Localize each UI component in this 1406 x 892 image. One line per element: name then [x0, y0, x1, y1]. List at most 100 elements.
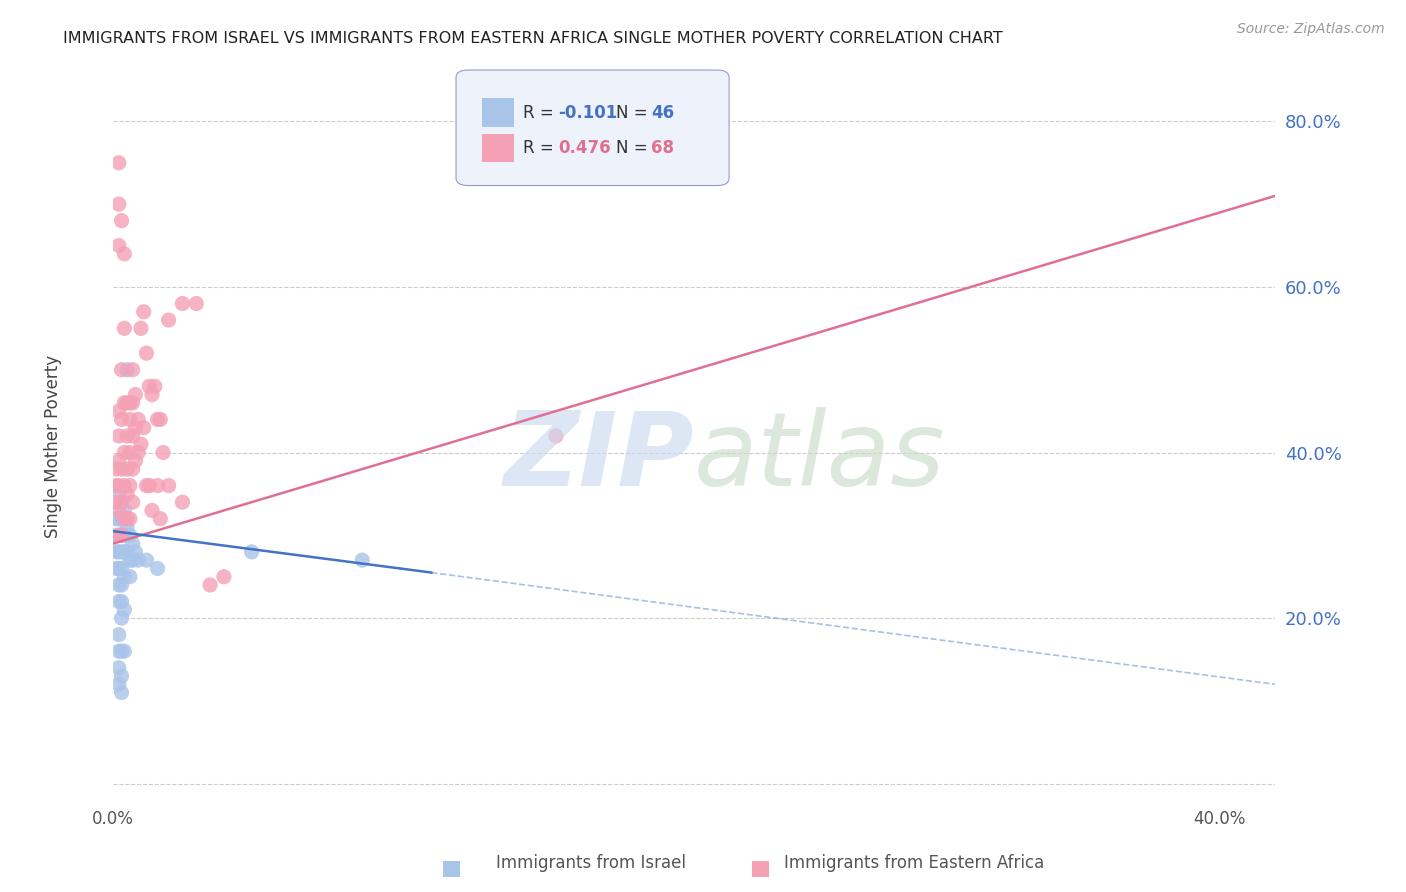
Point: [141, 387, 163, 401]
Point: [132, 420, 155, 434]
Point: [112, 247, 135, 261]
Point: [212, 570, 235, 584]
Point: [112, 503, 135, 517]
Point: [112, 545, 135, 559]
Point: [135, 553, 157, 567]
Text: IMMIGRANTS FROM ISRAEL VS IMMIGRANTS FROM EASTERN AFRICA SINGLE MOTHER POVERTY C: IMMIGRANTS FROM ISRAEL VS IMMIGRANTS FRO…: [63, 31, 1002, 46]
Point: [121, 495, 143, 509]
Point: [121, 396, 143, 410]
Point: [110, 561, 132, 575]
Point: [107, 594, 129, 608]
Point: [132, 305, 155, 319]
Point: [198, 578, 221, 592]
Point: [107, 661, 129, 675]
Point: [112, 528, 135, 542]
Text: atlas: atlas: [695, 408, 946, 508]
Point: [107, 454, 129, 468]
Point: [149, 512, 172, 526]
Point: [110, 213, 132, 227]
Point: [110, 462, 132, 476]
Point: [172, 296, 194, 310]
Point: [107, 238, 129, 252]
Point: [105, 528, 128, 542]
Point: [121, 429, 143, 443]
Point: [115, 520, 138, 534]
Point: [107, 197, 129, 211]
Text: 68: 68: [651, 139, 675, 157]
Text: Immigrants from Israel: Immigrants from Israel: [495, 855, 686, 872]
Point: [112, 321, 135, 335]
Point: [118, 445, 141, 459]
Point: [157, 313, 180, 327]
Point: [121, 553, 143, 567]
Point: [115, 462, 138, 476]
Point: [110, 528, 132, 542]
Point: [105, 495, 128, 509]
Point: [107, 429, 129, 443]
Point: [107, 561, 129, 575]
Point: [115, 429, 138, 443]
Point: [121, 362, 143, 376]
Point: [118, 553, 141, 567]
Point: [107, 487, 129, 501]
Point: [105, 561, 128, 575]
Point: [107, 528, 129, 542]
Point: [107, 503, 129, 517]
Point: [157, 478, 180, 492]
Point: [352, 553, 374, 567]
Point: [186, 296, 208, 310]
Point: [105, 478, 128, 492]
Text: Single Mother Poverty: Single Mother Poverty: [45, 354, 62, 538]
Point: [110, 495, 132, 509]
Point: [107, 545, 129, 559]
Point: [115, 362, 138, 376]
Point: [110, 685, 132, 699]
Point: [115, 487, 138, 501]
Point: [107, 404, 129, 418]
Point: [112, 644, 135, 658]
Text: Immigrants from Eastern Africa: Immigrants from Eastern Africa: [783, 855, 1045, 872]
Point: [138, 379, 160, 393]
Point: [107, 528, 129, 542]
Point: [146, 412, 169, 426]
Point: [115, 396, 138, 410]
Point: [138, 478, 160, 492]
Point: [118, 570, 141, 584]
Point: [544, 429, 567, 443]
Point: [110, 669, 132, 683]
Point: [121, 462, 143, 476]
Text: ZIP: ZIP: [503, 407, 695, 508]
Point: [146, 478, 169, 492]
Point: [118, 512, 141, 526]
Point: [127, 412, 149, 426]
Point: [115, 545, 138, 559]
Point: [107, 644, 129, 658]
Point: [172, 495, 194, 509]
Point: [107, 155, 129, 169]
Point: [110, 545, 132, 559]
Text: N =: N =: [616, 139, 654, 157]
Text: N =: N =: [616, 103, 654, 121]
Text: 0.476: 0.476: [558, 139, 612, 157]
Point: [240, 545, 263, 559]
Point: [115, 512, 138, 526]
Point: [118, 396, 141, 410]
Text: -0.101: -0.101: [558, 103, 617, 121]
Point: [129, 321, 152, 335]
Bar: [482, 98, 515, 127]
Point: [107, 677, 129, 691]
Point: [112, 512, 135, 526]
Point: [124, 545, 146, 559]
Point: [118, 478, 141, 492]
Point: [146, 561, 169, 575]
Point: [107, 627, 129, 641]
Point: [107, 578, 129, 592]
Point: [110, 512, 132, 526]
Point: [107, 478, 129, 492]
Point: [152, 445, 174, 459]
FancyBboxPatch shape: [456, 70, 730, 186]
Point: [110, 594, 132, 608]
Point: [110, 412, 132, 426]
Point: [112, 445, 135, 459]
Point: [118, 412, 141, 426]
